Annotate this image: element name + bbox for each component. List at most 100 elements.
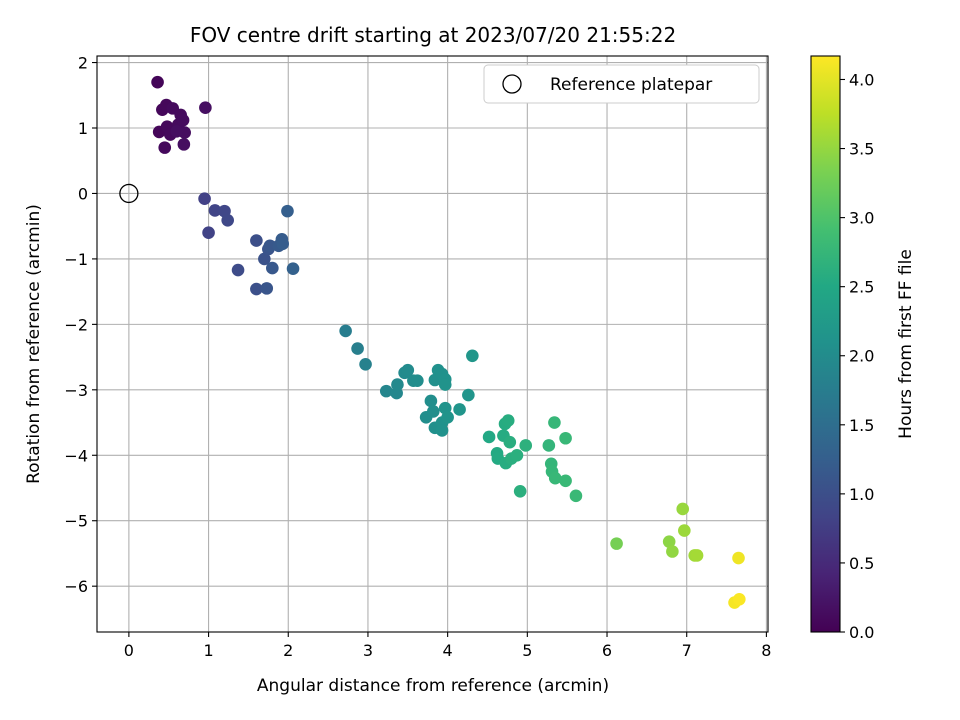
colorbar: 0.0 0.5 1.0 1.5 2.0 2.5 3.0 3.5 4.0 Hours from f…: [810, 55, 916, 642]
plot-frame: [96, 55, 769, 633]
data-point: [401, 363, 415, 377]
y-tick-label: −4: [64, 446, 88, 465]
data-point: [666, 545, 679, 558]
data-point: [690, 549, 704, 562]
x-tick-label: 2: [283, 641, 293, 660]
data-point: [542, 439, 556, 452]
data-point: [276, 237, 289, 251]
y-tick-label: −2: [64, 315, 88, 334]
x-axis-label: Angular distance from reference (arcmin): [257, 676, 609, 696]
colorbar-frame: [810, 55, 841, 633]
data-point: [519, 439, 533, 452]
legend: Reference platepar: [483, 64, 760, 104]
y-ticks: 2 1 0 −1 −2 −3 −4 −5 −6: [64, 54, 97, 596]
data-point: [250, 282, 263, 296]
legend-label-reference-platepar: Reference platepar: [550, 75, 712, 95]
data-point: [250, 234, 263, 247]
colorbar-tick-label: 0.0: [849, 623, 874, 642]
data-point: [548, 416, 561, 429]
data-point: [391, 378, 404, 391]
data-point: [426, 405, 440, 418]
y-tick-label: 1: [78, 119, 88, 138]
data-point: [678, 524, 691, 537]
x-tick-label: 0: [124, 641, 134, 660]
data-point: [359, 357, 372, 371]
colorbar-tick-label: 3.5: [849, 140, 874, 159]
y-axis-label: Rotation from reference (arcmin): [24, 204, 44, 484]
reference-platepar-marker: [119, 183, 139, 204]
colorbar-tick-label: 1.5: [849, 416, 874, 435]
data-point: [559, 474, 572, 488]
x-tick-label: 8: [761, 641, 771, 660]
data-point: [339, 324, 352, 338]
y-tick-label: −1: [64, 250, 88, 269]
data-point: [170, 124, 183, 138]
data-point: [281, 204, 294, 218]
data-points: [151, 75, 746, 609]
data-point: [424, 394, 438, 408]
data-point: [438, 378, 452, 391]
data-point: [266, 261, 279, 275]
y-tick-label: 0: [78, 184, 88, 203]
data-point: [453, 403, 466, 416]
data-point: [501, 414, 515, 427]
data-point: [379, 384, 393, 398]
data-point: [258, 252, 271, 266]
y-tick-label: 2: [78, 54, 88, 73]
colorbar-label: Hours from first FF file: [896, 249, 916, 439]
data-point: [411, 374, 424, 387]
data-point: [466, 349, 479, 363]
data-point: [435, 424, 449, 437]
data-point: [208, 204, 222, 217]
colorbar-tick-label: 4.0: [849, 70, 874, 89]
data-point: [482, 430, 496, 444]
grid: [97, 56, 768, 632]
data-point: [569, 489, 583, 503]
data-point: [158, 141, 172, 154]
data-point: [351, 342, 364, 355]
data-point: [513, 484, 527, 498]
data-point: [202, 226, 215, 240]
colorbar-tick-label: 1.0: [849, 485, 874, 504]
data-point: [263, 239, 277, 253]
colorbar-tick-label: 0.5: [849, 554, 874, 573]
data-point: [221, 213, 234, 227]
data-point: [732, 551, 745, 565]
colorbar-tick-label: 2.0: [849, 347, 874, 366]
data-point: [733, 592, 746, 606]
colorbar-ticks: 0.0 0.5 1.0 1.5 2.0 2.5 3.0 3.5 4.0: [840, 70, 874, 642]
data-point: [510, 448, 524, 462]
data-point: [548, 471, 562, 485]
data-point: [676, 502, 690, 516]
x-tick-label: 4: [443, 641, 453, 660]
data-point: [462, 388, 475, 402]
y-tick-label: −3: [64, 381, 88, 400]
data-point: [559, 431, 572, 445]
chart-title: FOV centre drift starting at 2023/07/20 …: [190, 23, 676, 47]
data-point: [151, 75, 164, 89]
data-point: [286, 262, 300, 276]
data-point: [503, 435, 517, 449]
x-tick-label: 7: [682, 641, 692, 660]
y-tick-label: −5: [64, 512, 88, 531]
x-tick-label: 6: [602, 641, 612, 660]
data-point: [441, 411, 454, 424]
x-tick-label: 5: [522, 641, 532, 660]
data-point: [199, 101, 212, 115]
data-point: [177, 138, 191, 151]
data-point: [260, 282, 274, 295]
legend-marker: [502, 74, 522, 94]
colorbar-tick-label: 3.0: [849, 209, 874, 228]
x-ticks: 0 1 2 3 4 5 6 7 8: [124, 632, 771, 660]
data-point: [231, 263, 245, 277]
legend-box: [483, 64, 760, 104]
x-tick-label: 1: [203, 641, 213, 660]
x-tick-label: 3: [363, 641, 373, 660]
data-point: [610, 537, 623, 550]
data-point: [198, 192, 211, 205]
data-point: [662, 535, 676, 548]
colorbar-tick-label: 2.5: [849, 278, 874, 297]
colorbar-gradient: [811, 56, 840, 632]
data-point: [176, 113, 190, 127]
